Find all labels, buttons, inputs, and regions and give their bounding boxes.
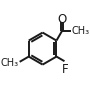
Text: O: O: [57, 13, 67, 26]
Text: CH₃: CH₃: [71, 26, 89, 36]
Text: CH₃: CH₃: [1, 58, 19, 68]
Text: F: F: [61, 63, 68, 76]
